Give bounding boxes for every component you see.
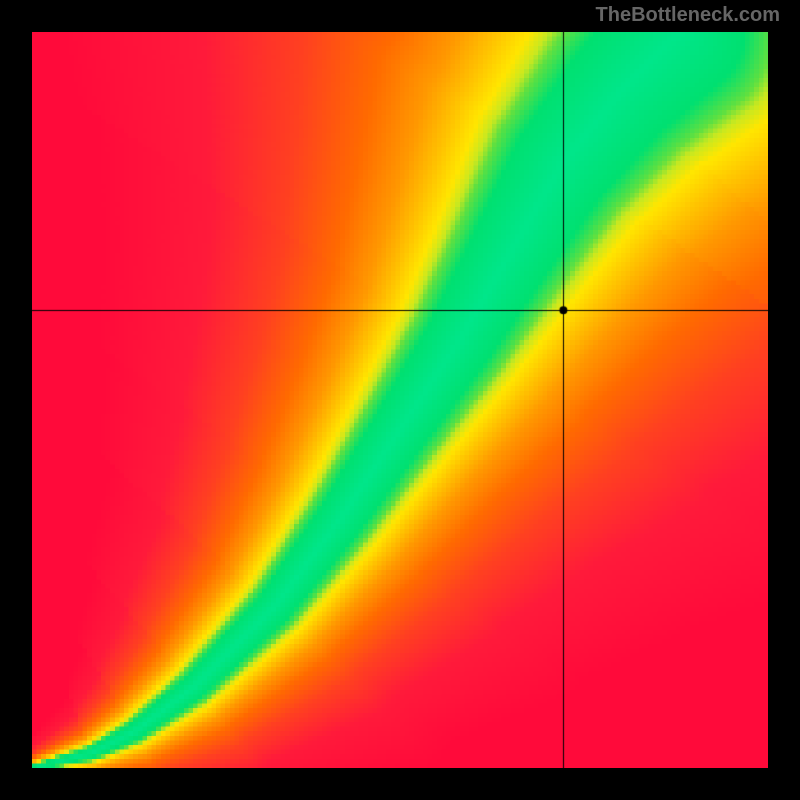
heatmap-plot: [32, 32, 768, 768]
watermark-text: TheBottleneck.com: [596, 4, 780, 27]
